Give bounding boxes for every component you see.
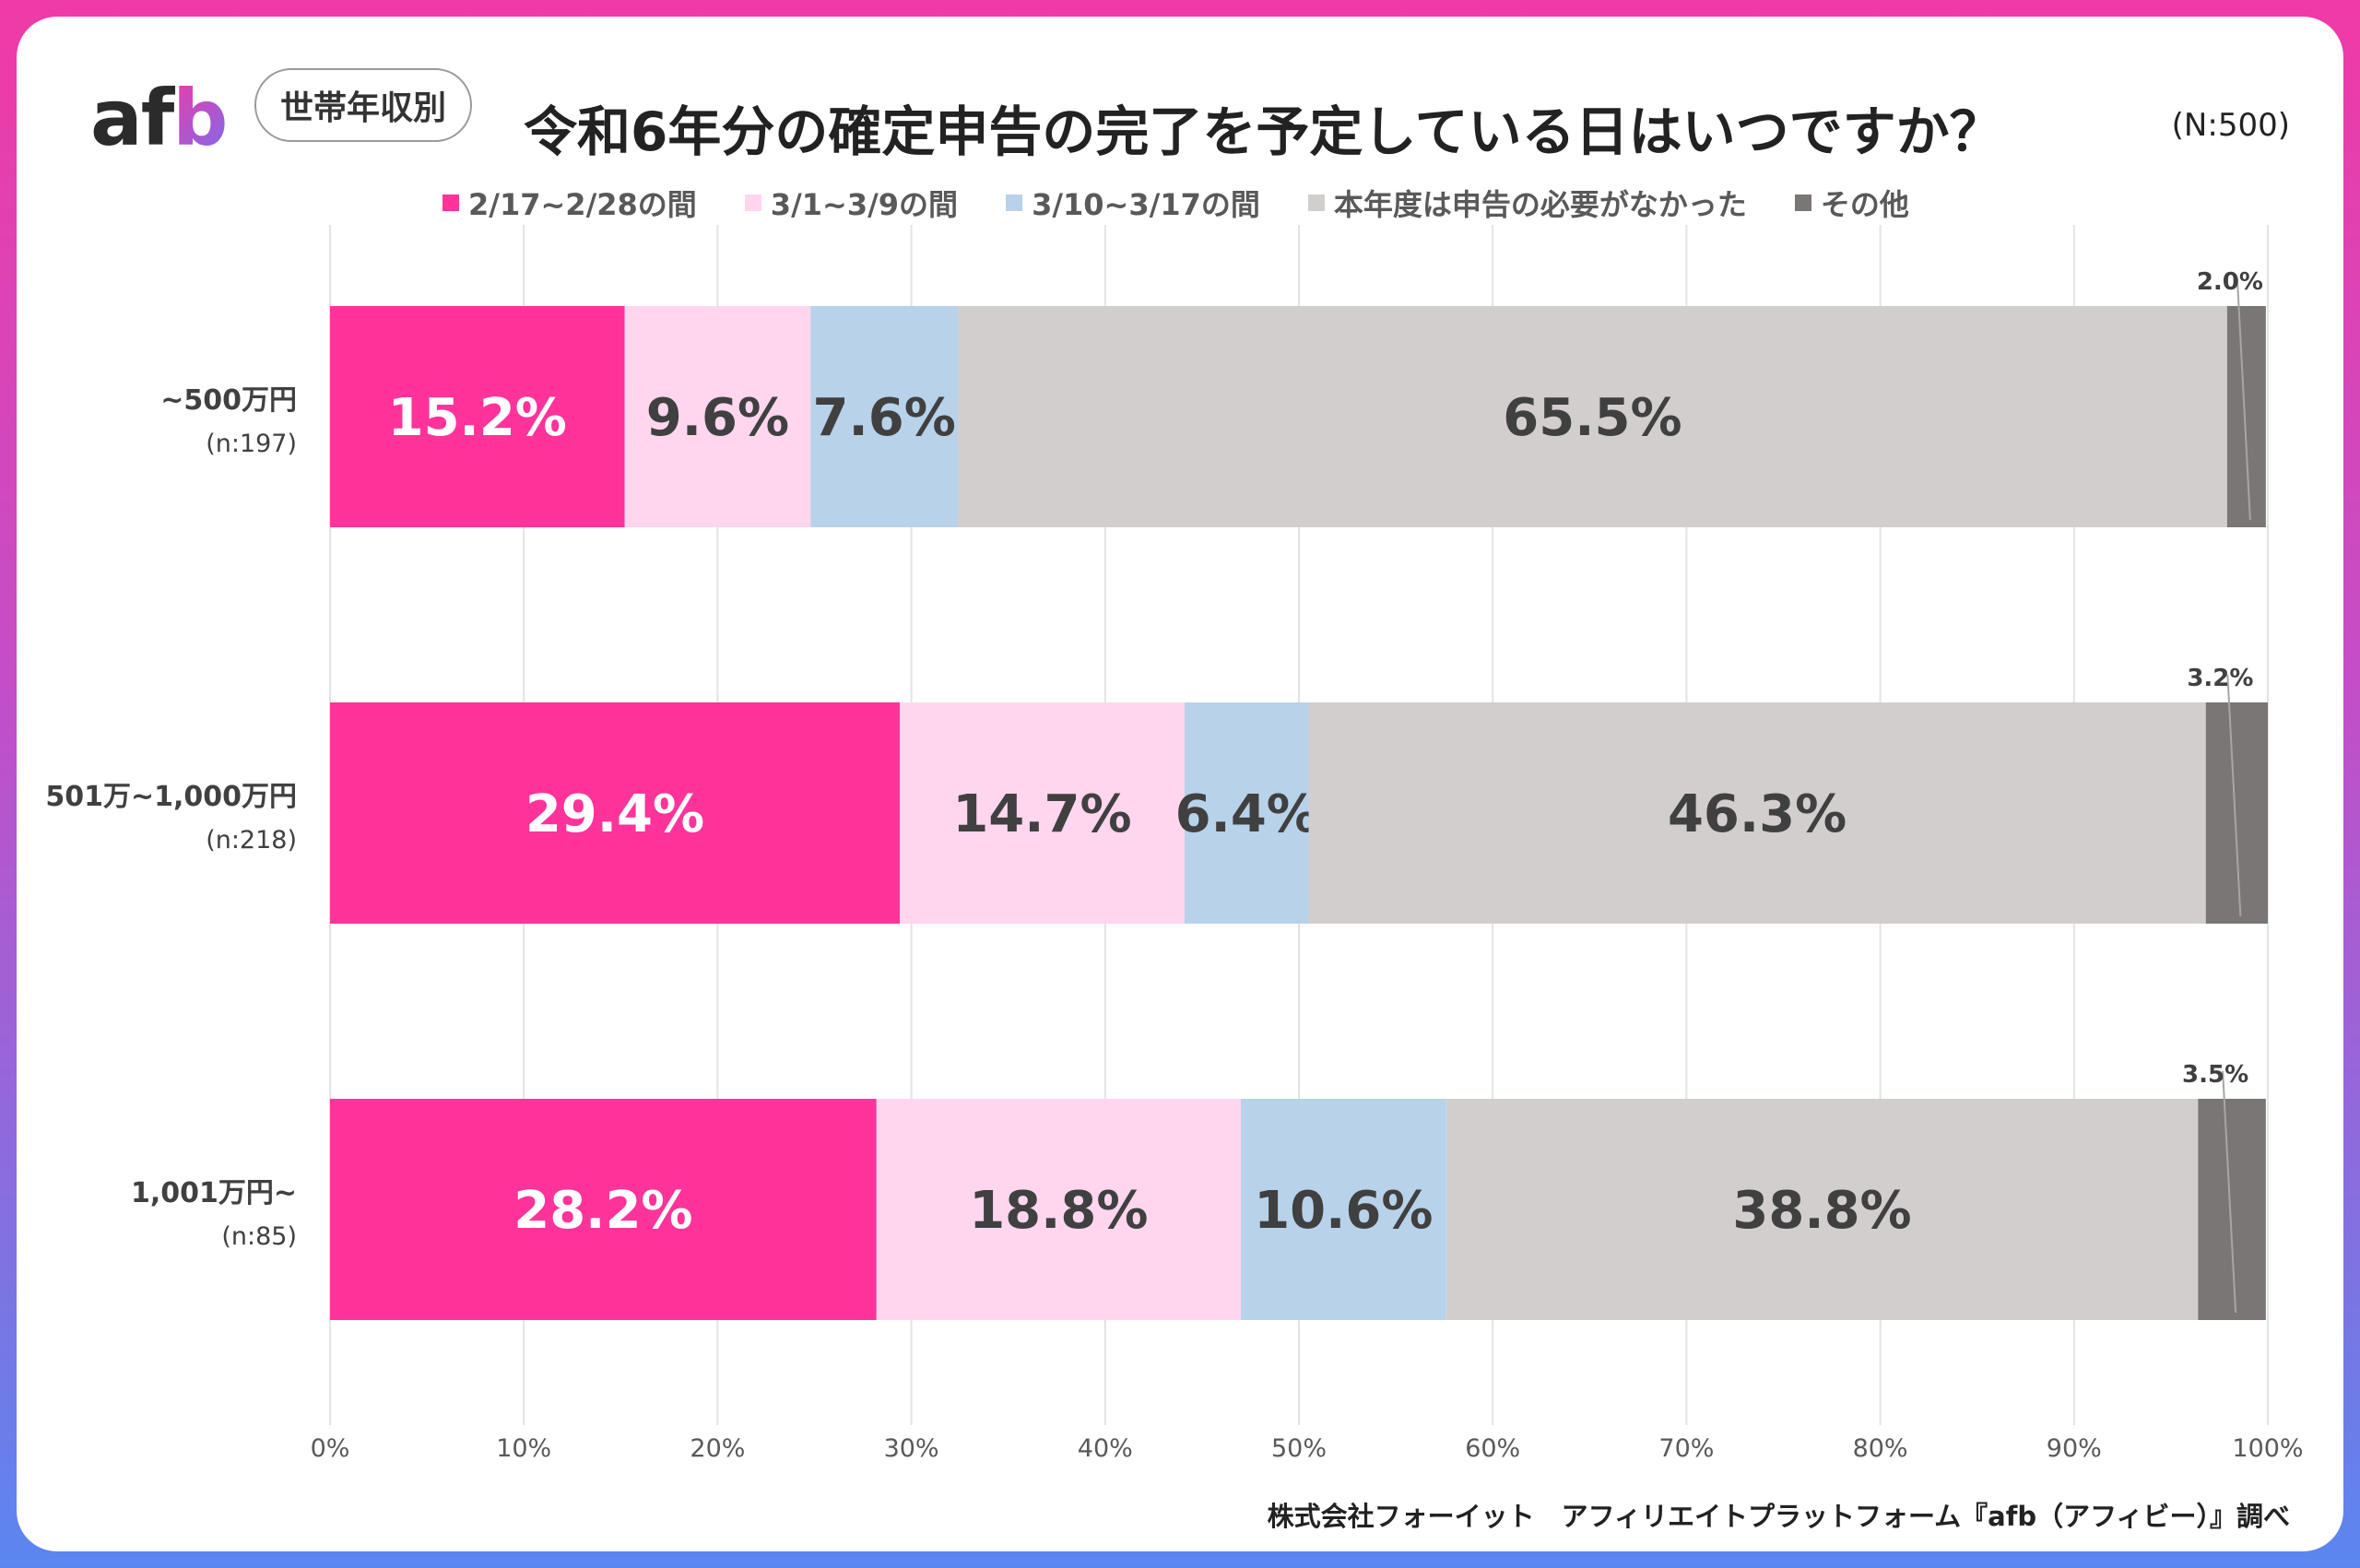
sample-size: (N:500) <box>2171 107 2290 144</box>
legend: 2/17~2/28の間 3/1~3/9の間 3/10~3/17の間 本年度は申告の必要… <box>442 183 1909 223</box>
legend-item: 2/17~2/28の間 <box>442 182 697 224</box>
data-label: 3.5% <box>2182 1061 2248 1089</box>
data-label: 15.2% <box>388 388 567 448</box>
x-tick-label: 40% <box>1078 1434 1133 1463</box>
legend-swatch <box>1794 195 1811 211</box>
legend-label: 3/1~3/9の間 <box>770 187 959 222</box>
data-label: 6.4% <box>1175 784 1318 844</box>
bar-segment <box>330 1099 877 1320</box>
bar-segment <box>876 1099 1241 1320</box>
data-label: 29.4% <box>525 784 704 844</box>
bar-segment <box>899 702 1185 924</box>
data-label: 7.6% <box>813 388 956 448</box>
category-label: ~500万円 <box>160 384 297 417</box>
data-label: 3.2% <box>2187 665 2253 692</box>
x-tick-label: 90% <box>2047 1434 2102 1463</box>
x-tick-label: 70% <box>1658 1434 1714 1463</box>
category-label: 501万~1,000万円 <box>45 781 297 813</box>
x-tick-label: 0% <box>311 1434 350 1463</box>
legend-swatch <box>1006 195 1023 211</box>
bar-segment <box>1308 702 2206 924</box>
bar-segment <box>330 306 625 527</box>
bar-segment <box>958 306 2227 527</box>
bar-segment <box>624 306 811 527</box>
bar-segment <box>1446 1099 2199 1320</box>
legend-item: 3/10~3/17の間 <box>1006 182 1260 224</box>
x-tick-label: 10% <box>496 1434 551 1463</box>
bar-segment <box>330 702 900 924</box>
legend-item: 本年度は申告の必要がなかった <box>1307 182 1747 224</box>
legend-label: 本年度は申告の必要がなかった <box>1333 187 1747 222</box>
bar-segment <box>2198 1099 2266 1320</box>
legend-swatch <box>744 195 761 211</box>
data-label: 9.6% <box>646 388 789 448</box>
category-sample-size: (n:197) <box>206 430 297 458</box>
afb-logo: afb <box>90 73 228 163</box>
x-tick-label: 30% <box>884 1434 939 1463</box>
chart-card: afb 世帯年収別 令和6年分の確定申告の完了を予定している日はいつですか？ (… <box>17 17 2343 1551</box>
x-tick-label: 60% <box>1465 1434 1520 1463</box>
source-note: 株式会社フォーイット アフィリエイトプラットフォーム『afb（アフィビー）』調べ <box>1267 1501 2290 1532</box>
category-sample-size: (n:85) <box>221 1222 297 1251</box>
data-label: 2.0% <box>2197 268 2263 296</box>
bar-segment <box>1240 1099 1446 1320</box>
bar-segment <box>2226 306 2266 527</box>
chart-title: 令和6年分の確定申告の完了を予定している日はいつですか？ <box>524 100 2003 163</box>
data-label: 10.6% <box>1254 1181 1433 1241</box>
stacked-bar-chart: 0% 10% 20% 30% 40% 50% 60% 70% 80% 90% 100% ~500万円 (… <box>45 225 2304 1463</box>
data-label: 38.8% <box>1732 1181 1911 1241</box>
category-sample-size: (n:218) <box>206 826 297 855</box>
data-label: 14.7% <box>952 784 1131 844</box>
legend-label: 3/10~3/17の間 <box>1032 187 1260 222</box>
leader-line <box>2236 277 2251 521</box>
legend-label: 2/17~2/28の間 <box>468 187 697 222</box>
data-label: 65.5% <box>1503 388 1682 448</box>
bar-segment <box>1184 702 1309 924</box>
x-tick-label: 80% <box>1853 1434 1908 1463</box>
data-label: 28.2% <box>513 1181 692 1241</box>
x-tick-label: 100% <box>2232 1434 2303 1463</box>
category-label: 1,001万円~ <box>131 1177 297 1209</box>
leader-line <box>2226 674 2242 917</box>
data-label: 46.3% <box>1668 784 1847 844</box>
category-tag: 世帯年収別 <box>254 68 472 142</box>
legend-item: 3/1~3/9の間 <box>744 182 959 224</box>
legend-swatch <box>1307 195 1325 211</box>
legend-item: その他 <box>1794 182 1909 224</box>
legend-swatch <box>442 195 459 211</box>
x-tick-label: 50% <box>1271 1434 1327 1463</box>
bar-segment <box>810 306 959 527</box>
leader-line <box>2222 1070 2237 1314</box>
bar-segment <box>2205 702 2268 924</box>
legend-label: その他 <box>1820 187 1909 222</box>
data-label: 18.8% <box>969 1181 1148 1241</box>
x-tick-label: 20% <box>690 1434 745 1463</box>
